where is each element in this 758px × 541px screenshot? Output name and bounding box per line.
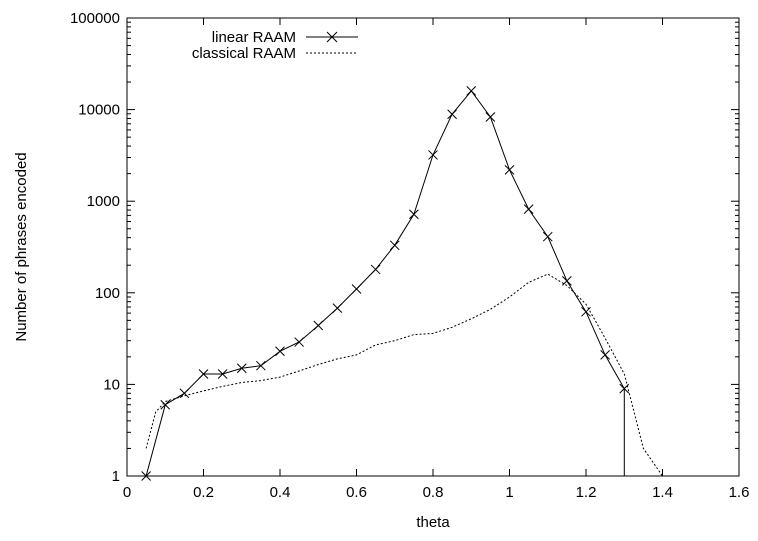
data-point-linear-raam [275,346,285,357]
x-tick-label: 0.4 [270,484,291,501]
y-tick-label: 100 [95,285,120,302]
data-point-linear-raam [581,306,591,317]
data-point-linear-raam [600,350,610,360]
y-tick-label: 1000 [87,193,120,210]
data-point-linear-raam [428,150,438,160]
data-point-linear-raam [409,209,419,220]
data-point-linear-raam [389,240,400,251]
x-tick-label: 1 [505,484,513,501]
legend-label-classical-raam: classical RAAM [192,45,296,62]
x-tick-label: 1.6 [729,484,750,501]
data-point-linear-raam [141,471,151,481]
y-axis-title: Number of phrases encoded [13,152,30,341]
data-point-linear-raam [447,109,457,120]
data-point-linear-raam [523,204,534,214]
plot-frame [126,17,740,477]
x-tick-label: 0 [123,484,131,501]
data-point-linear-raam [294,337,304,347]
data-point-linear-raam [370,264,381,275]
data-point-linear-raam [504,164,515,175]
x-tick-label: 0.6 [346,484,367,501]
data-point-linear-raam [236,363,247,374]
x-axis-title: theta [416,514,450,531]
y-tick-label: 100000 [70,10,120,27]
data-point-linear-raam [198,369,209,379]
legend-label-linear-raam: linear RAAM [212,29,296,46]
series-group [141,86,663,481]
y-tick-label: 1 [112,468,120,485]
data-point-linear-raam [217,369,228,379]
data-point-linear-raam [313,320,324,331]
axis-ticks [126,17,740,477]
x-tick-label: 1.4 [652,484,673,501]
series-line-classical-raam [145,273,663,477]
y-tick-label: 10000 [78,102,120,119]
legend: linear RAAM classical RAAM [192,29,358,62]
data-point-linear-raam [160,399,171,410]
data-point-linear-raam [332,303,343,313]
data-point-linear-raam [485,112,496,122]
x-tick-label: 1.2 [576,484,597,501]
data-point-linear-raam [562,276,572,286]
data-point-linear-raam [351,284,362,294]
data-point-linear-raam [256,360,266,371]
x-tick-label: 0.8 [423,484,444,501]
series-line-linear-raam [145,90,625,477]
x-tick-label: 0.2 [193,484,214,501]
data-point-linear-raam [542,231,553,242]
tick-labels: 0 0.2 0.4 0.6 0.8 1 1.2 1.4 1.6 1 10 100 1000 10000 10… [70,10,749,501]
y-tick-label: 10 [103,376,120,393]
data-point-linear-raam [466,86,477,96]
legend-marker-linear-raam [326,31,338,43]
